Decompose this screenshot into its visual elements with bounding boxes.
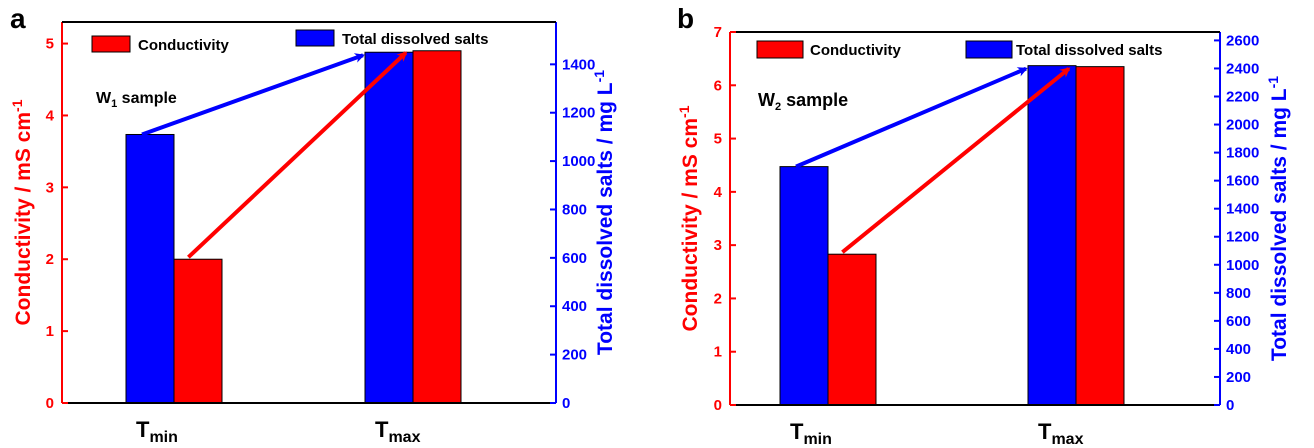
left-tick-label: 5 bbox=[46, 36, 54, 53]
right-axis-title: Total dissolved salts / mg L-1 bbox=[1265, 76, 1291, 361]
bar-tds-max bbox=[364, 51, 414, 404]
arrow-tds bbox=[141, 53, 365, 137]
category-main: T bbox=[1038, 419, 1052, 444]
left-axis-title: Conductivity / mS cm-1 bbox=[9, 99, 35, 325]
category-subscript: max bbox=[388, 429, 420, 446]
sample-label-prefix: W bbox=[758, 90, 775, 110]
legend-swatch-tds bbox=[295, 29, 335, 47]
right-tick-label: 800 bbox=[562, 201, 587, 218]
left-tick-label: 4 bbox=[714, 184, 723, 201]
legend-swatch-conductivity bbox=[756, 40, 804, 59]
category-main: T bbox=[375, 417, 389, 442]
category-main: T bbox=[790, 419, 804, 444]
right-tick-label: 400 bbox=[562, 298, 587, 315]
bar-conductivity-max bbox=[412, 50, 462, 404]
right-tick-label: 0 bbox=[1226, 397, 1234, 414]
left-tick-label: 3 bbox=[714, 237, 722, 254]
category-label-min: Tmin bbox=[136, 417, 178, 446]
category-label-max: Tmax bbox=[1038, 419, 1084, 448]
left-axis-title: Conductivity / mS cm-1 bbox=[676, 105, 702, 331]
right-tick-label: 200 bbox=[1226, 369, 1251, 386]
sample-label-suffix: sample bbox=[781, 90, 848, 110]
right-axis-title: Total dissolved salts / mg L-1 bbox=[591, 70, 617, 355]
right-tick-label: 1000 bbox=[1226, 257, 1259, 274]
right-tick-label: 1200 bbox=[562, 105, 595, 122]
left-axis-title-text: Conductivity / mS cm bbox=[679, 118, 702, 332]
right-axis-title-text: Total dissolved salts / mg L bbox=[1268, 88, 1291, 361]
left-tick-label: 6 bbox=[714, 77, 722, 94]
right-tick-label: 2000 bbox=[1226, 117, 1259, 134]
right-tick-label: 600 bbox=[562, 250, 587, 267]
legend-swatch-conductivity bbox=[91, 35, 131, 53]
bar-conductivity-min bbox=[827, 253, 877, 406]
right-axis-title-sup: -1 bbox=[1265, 76, 1281, 89]
right-tick-label: 1800 bbox=[1226, 145, 1259, 162]
category-subscript: min bbox=[803, 431, 831, 448]
category-subscript: min bbox=[149, 429, 177, 446]
sample-label: W2 sample bbox=[758, 90, 848, 113]
sample-label-suffix: sample bbox=[117, 90, 177, 107]
bar-tds-min bbox=[125, 133, 175, 404]
left-tick-label: 5 bbox=[714, 131, 722, 148]
bar-conductivity-max bbox=[1075, 66, 1125, 406]
right-tick-label: 400 bbox=[1226, 341, 1251, 358]
left-axis-title-sup: -1 bbox=[9, 99, 25, 112]
category-label-max: Tmax bbox=[375, 417, 421, 446]
bar-tds-min bbox=[779, 166, 829, 406]
left-tick-label: 1 bbox=[714, 344, 722, 361]
bar-tds-max bbox=[1027, 65, 1077, 406]
bar-conductivity-min bbox=[173, 258, 223, 404]
right-tick-label: 200 bbox=[562, 347, 587, 364]
category-main: T bbox=[136, 417, 150, 442]
right-tick-label: 600 bbox=[1226, 313, 1251, 330]
right-tick-label: 2400 bbox=[1226, 60, 1259, 77]
left-tick-label: 3 bbox=[46, 179, 54, 196]
category-label-min: Tmin bbox=[790, 419, 832, 448]
arrow-conductivity bbox=[841, 67, 1071, 254]
sample-label: W1 sample bbox=[96, 90, 177, 110]
legend-label-tds: Total dissolved salts bbox=[1016, 42, 1162, 59]
legend-label-tds: Total dissolved salts bbox=[342, 31, 488, 48]
right-axis-title-sup: -1 bbox=[591, 70, 607, 83]
legend-swatch-tds bbox=[965, 40, 1013, 59]
legend-label-conductivity: Conductivity bbox=[810, 42, 901, 59]
right-tick-label: 2200 bbox=[1226, 89, 1259, 106]
right-tick-label: 1000 bbox=[562, 153, 595, 170]
right-tick-label: 800 bbox=[1226, 285, 1251, 302]
panel-label: b bbox=[677, 3, 694, 34]
right-tick-label: 1400 bbox=[562, 56, 595, 73]
panel-label: a bbox=[10, 3, 26, 34]
left-tick-label: 2 bbox=[714, 290, 722, 307]
arrow-conductivity bbox=[187, 51, 408, 259]
right-tick-label: 2600 bbox=[1226, 32, 1259, 49]
left-tick-label: 2 bbox=[46, 251, 54, 268]
right-tick-label: 1600 bbox=[1226, 173, 1259, 190]
right-tick-label: 1200 bbox=[1226, 229, 1259, 246]
sample-label-subscript: 1 bbox=[111, 98, 117, 110]
left-tick-label: 0 bbox=[46, 395, 54, 412]
left-tick-label: 0 bbox=[714, 397, 722, 414]
arrow-tds bbox=[795, 66, 1028, 169]
sample-label-subscript: 2 bbox=[775, 101, 781, 113]
category-subscript: max bbox=[1051, 431, 1083, 448]
left-axis-title-text: Conductivity / mS cm bbox=[12, 112, 35, 326]
left-axis-title-sup: -1 bbox=[676, 105, 692, 118]
legend-label-conductivity: Conductivity bbox=[138, 37, 229, 54]
right-axis-title-text: Total dissolved salts / mg L bbox=[594, 82, 617, 355]
left-tick-label: 1 bbox=[46, 323, 54, 340]
left-tick-label: 4 bbox=[46, 107, 55, 124]
right-tick-label: 0 bbox=[562, 395, 570, 412]
left-tick-label: 7 bbox=[714, 24, 722, 41]
right-tick-label: 1400 bbox=[1226, 201, 1259, 218]
sample-label-prefix: W bbox=[96, 90, 112, 107]
